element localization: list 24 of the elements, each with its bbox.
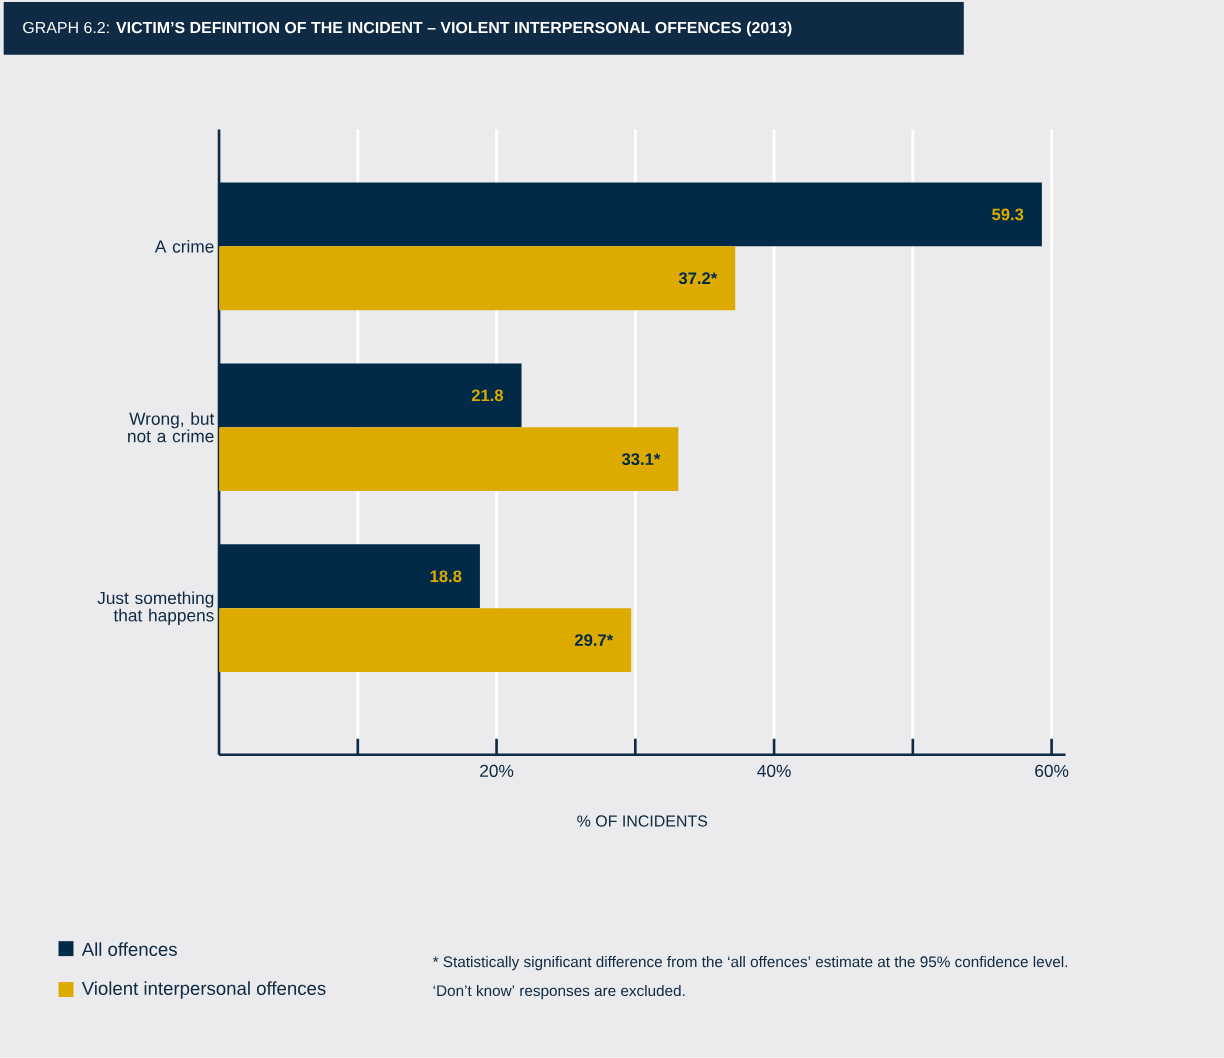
data-label: 21.8: [471, 389, 504, 402]
data-label: 37.2*: [678, 272, 718, 285]
bar: [219, 427, 679, 492]
x-tick-label: 40%: [757, 764, 791, 778]
bar: [219, 544, 480, 609]
bar: [219, 363, 522, 428]
x-tick-label: 20%: [480, 764, 514, 778]
legend-label: All offences: [81, 942, 177, 957]
y-tick-label: Wrong, but not a crime: [128, 412, 215, 443]
data-label: 18.8: [430, 570, 462, 583]
text: ‘Don’t know’ responses are excluded.: [433, 984, 685, 1000]
y-tick-label: A crime: [154, 240, 214, 253]
data-label: 29.7*: [574, 634, 614, 647]
data-label: 59.3: [992, 208, 1024, 221]
bar: [219, 608, 632, 673]
data-label: 33.1*: [621, 453, 661, 466]
x-tick-label: 60%: [1035, 764, 1069, 778]
legend-label: Violent interpersonal offences: [81, 981, 326, 999]
bar: [219, 246, 736, 311]
chart-title: GRAPH 6.2: VICTIM’S DEFINITION OF THE INCIDENT – VIOLENT INTERPERSONAL OFFENCES (2013): [23, 21, 792, 37]
text: * Statistically significant difference from the ‘all offences’ estimate at the 95% confidence level.: [432, 956, 1068, 971]
y-tick-label: Just something that happens: [97, 591, 214, 626]
bar: [219, 182, 1042, 247]
x-axis-title: % OF INCIDENTS: [577, 815, 708, 827]
